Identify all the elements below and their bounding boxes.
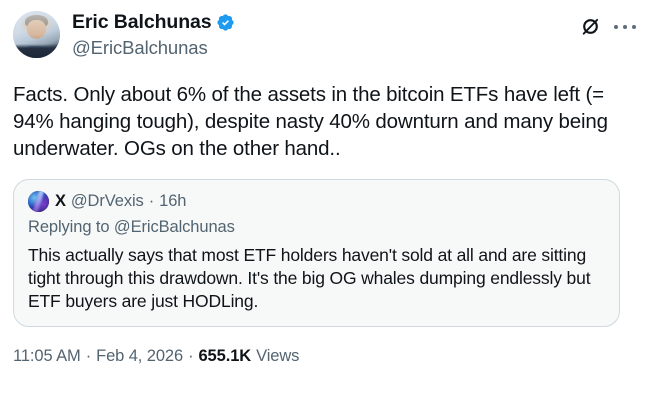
verified-badge-icon xyxy=(216,13,235,32)
footer-separator: · xyxy=(85,347,92,365)
views-label[interactable]: Views xyxy=(256,347,300,365)
tweet-footer: 11:05 AM · Feb 4, 2026 · 655.1K Views xyxy=(13,347,636,366)
quoted-separator: · xyxy=(148,192,155,210)
replying-to-label[interactable]: Replying to @EricBalchunas xyxy=(28,218,235,236)
post-time: 11:05 AM xyxy=(13,347,81,365)
grok-slashed-circle-icon[interactable] xyxy=(580,16,601,37)
profile-photo-jacket xyxy=(13,43,60,58)
footer-separator: · xyxy=(188,347,194,365)
quoted-author-display-name[interactable]: X xyxy=(55,192,66,210)
quoted-tweet-text: This actually says that most ETF holders… xyxy=(28,245,596,311)
quoted-author-handle[interactable]: @DrVexis xyxy=(70,192,144,210)
profile-photo-face xyxy=(27,20,46,40)
avatar[interactable] xyxy=(13,11,60,58)
tweet-header: Eric Balchunas @EricBalchunas xyxy=(13,11,636,65)
ellipsis-dot xyxy=(614,24,618,29)
author-display-name[interactable]: Eric Balchunas xyxy=(72,11,212,33)
header-actions xyxy=(580,11,636,37)
quoted-tweet-card[interactable]: X @DrVexis · 16h Replying to @EricBalchu… xyxy=(13,179,620,327)
more-options-ellipsis-icon[interactable] xyxy=(614,17,636,37)
quoted-timestamp[interactable]: 16h xyxy=(159,192,187,210)
views-count[interactable]: 655.1K xyxy=(198,347,252,365)
author-handle[interactable]: @EricBalchunas xyxy=(72,37,208,59)
ellipsis-dot xyxy=(632,24,636,29)
display-name-row: Eric Balchunas xyxy=(72,11,235,33)
post-date: Feb 4, 2026 xyxy=(96,347,184,365)
quoted-profile-photo[interactable] xyxy=(28,191,49,212)
author-name-block: Eric Balchunas @EricBalchunas xyxy=(72,11,235,60)
quoted-tweet-header: X @DrVexis · 16h xyxy=(28,191,605,212)
ellipsis-dot xyxy=(623,24,627,29)
tweet-text: Facts. Only about 6% of the assets in th… xyxy=(13,83,614,160)
